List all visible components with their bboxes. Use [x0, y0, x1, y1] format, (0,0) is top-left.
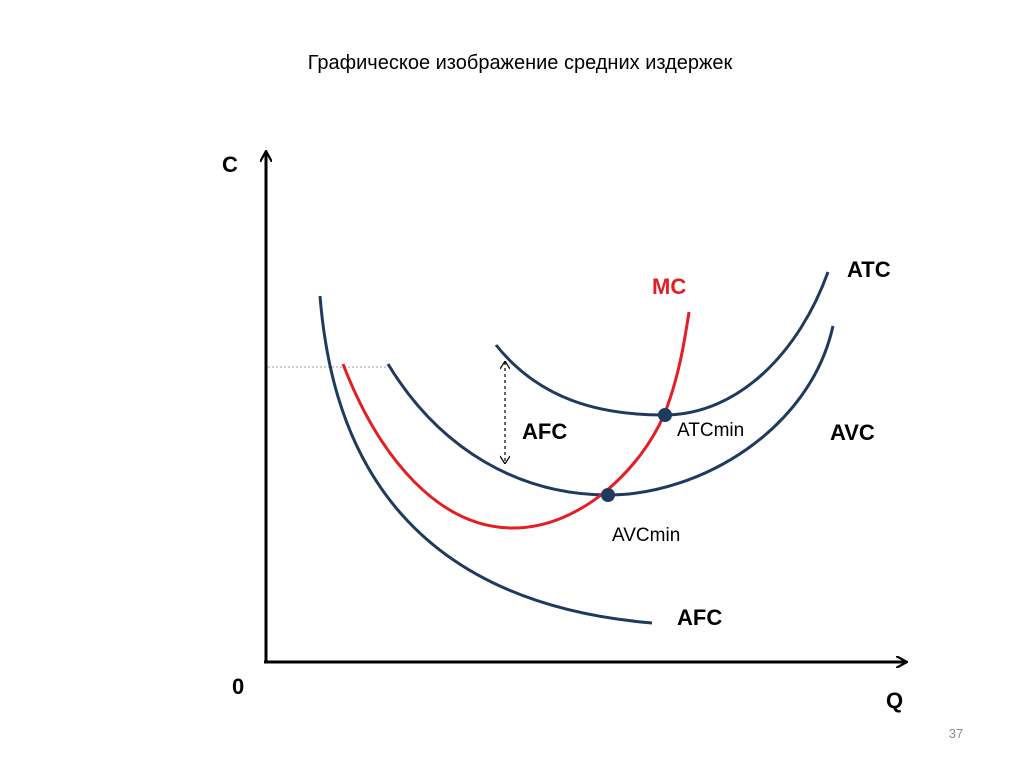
- slide-title: Графическое изображение средних издержек: [307, 52, 733, 74]
- mc-curve: [341, 311, 691, 530]
- afc-label: AFC: [677, 605, 722, 630]
- x-axis-label: Q: [886, 688, 903, 713]
- avc-min-label: AVCmin: [612, 525, 680, 546]
- atc-min-point: [658, 408, 672, 422]
- avc-min-point: [601, 488, 615, 502]
- avc-label: AVC: [830, 420, 875, 445]
- afc-gap-label: AFC: [522, 419, 567, 444]
- page-number: 37: [948, 726, 964, 741]
- origin-label: 0: [232, 674, 244, 699]
- atc-label: ATC: [847, 257, 891, 282]
- atc-min-label: ATCmin: [677, 420, 744, 441]
- y-axis-label: С: [222, 152, 238, 177]
- afc-curve: [318, 295, 653, 625]
- mc-label: MC: [652, 274, 686, 299]
